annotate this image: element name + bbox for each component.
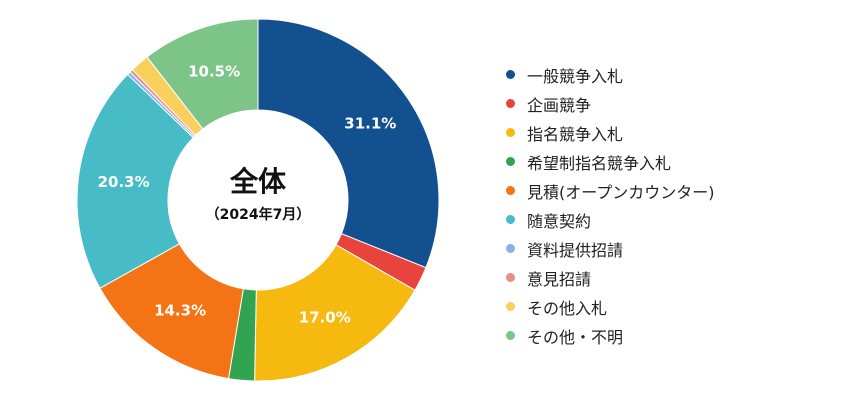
slice-value-label: 14.3% — [154, 301, 206, 319]
legend-swatch — [506, 99, 515, 108]
slice-labels: 31.1% 17.0% 14.3% 20.3% 10.5% — [98, 62, 397, 326]
legend-item: 意見招請 — [506, 263, 715, 292]
legend-item: 一般競争入札 — [506, 60, 715, 89]
legend-label: 企画競争 — [527, 95, 592, 115]
legend-item: 資料提供招請 — [506, 234, 715, 263]
slice-value-label: 31.1% — [344, 115, 396, 133]
slice-value-label: 17.0% — [299, 308, 351, 326]
legend-item: 見積(オープンカウンター) — [506, 176, 715, 205]
legend-swatch — [506, 302, 515, 311]
legend-label: 希望制指名競争入札 — [527, 153, 672, 173]
slice-value-label: 10.5% — [188, 62, 240, 80]
legend-item: 随意契約 — [506, 205, 715, 234]
legend-item: 企画競争 — [506, 89, 715, 118]
donut-slice — [76, 73, 194, 289]
legend-label: 随意契約 — [527, 211, 592, 231]
legend-swatch — [506, 331, 515, 340]
legend-swatch — [506, 244, 515, 253]
legend-item: 希望制指名競争入札 — [506, 147, 715, 176]
donut-chart: 31.1% 17.0% 14.3% 20.3% 10.5% 全体 （2024年7月） — [76, 18, 440, 382]
donut-slice — [146, 18, 259, 130]
donut-slice — [257, 18, 440, 269]
donut-slice — [254, 244, 416, 382]
chart-center-title: 全体 — [229, 165, 287, 198]
legend-label: 一般競争入札 — [527, 66, 624, 86]
legend-label: 見積(オープンカウンター) — [527, 182, 715, 202]
slice-value-label: 20.3% — [98, 173, 150, 191]
legend-swatch — [506, 157, 515, 166]
legend-item: 指名競争入札 — [506, 118, 715, 147]
legend-label: その他・不明 — [527, 327, 624, 347]
legend-label: その他入札 — [527, 298, 608, 318]
legend-label: 資料提供招請 — [527, 240, 624, 260]
legend-swatch — [506, 215, 515, 224]
legend-swatch — [506, 186, 515, 195]
legend-swatch — [506, 273, 515, 282]
legend-swatch — [506, 70, 515, 79]
legend-label: 意見招請 — [527, 269, 592, 289]
legend-swatch — [506, 128, 515, 137]
legend-label: 指名競争入札 — [527, 124, 624, 144]
legend-item: その他入札 — [506, 292, 715, 321]
legend-item: その他・不明 — [506, 321, 715, 350]
donut-slices — [76, 18, 440, 382]
chart-center-subtitle: （2024年7月） — [206, 206, 311, 223]
chart-legend: 一般競争入札 企画競争指名競争入札希望制指名競争入札見積(オープンカウンター) 随意… — [506, 60, 715, 350]
